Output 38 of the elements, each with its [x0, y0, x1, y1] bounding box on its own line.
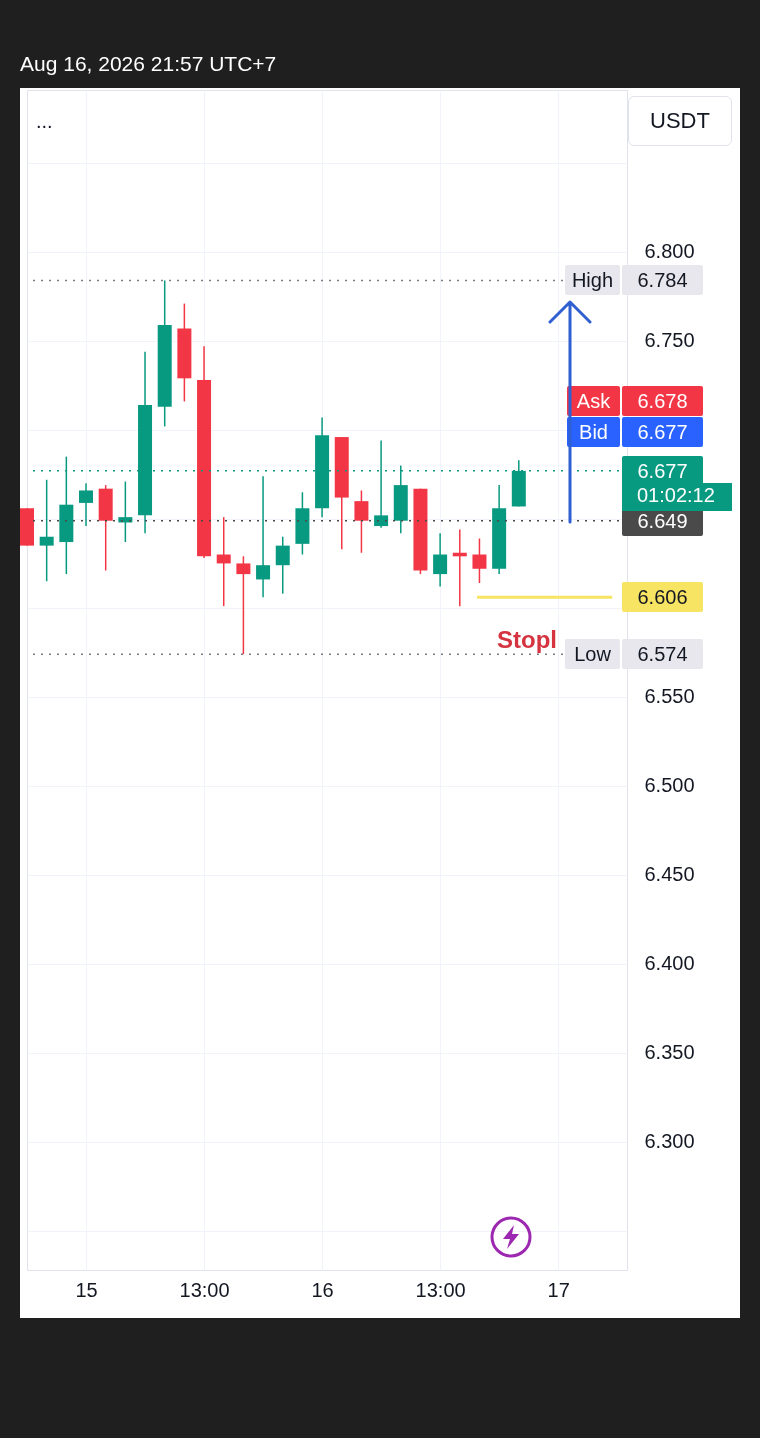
y-tick-label: 6.350	[644, 1041, 695, 1064]
candlestick	[354, 489, 369, 554]
y-tick-label: 6.400	[644, 952, 695, 975]
text: 6.677	[622, 417, 703, 447]
x-tick-label: 15	[75, 1278, 98, 1301]
text: 6.678	[622, 386, 703, 416]
candlestick	[433, 532, 448, 588]
chart-subtitle: Aug 16, 2026 21:57 UTC+7	[20, 52, 277, 76]
y-tick-label: 6.500	[644, 774, 695, 797]
annotation: Stopl	[497, 626, 557, 654]
candlestick	[472, 537, 487, 584]
candlestick	[79, 482, 94, 527]
y-tick-label: 6.750	[644, 329, 695, 352]
y-tick-label: 6.550	[644, 685, 695, 708]
y-tick-label: 6.300	[644, 1130, 695, 1153]
y-tick-label: 6.450	[644, 863, 695, 886]
candlestick	[256, 475, 271, 598]
text: USDT	[628, 96, 732, 146]
x-tick-label: 13:00	[415, 1278, 466, 1301]
candlestick	[275, 535, 290, 595]
y-tick-label: 6.800	[644, 240, 695, 263]
ref-line-label: 6.649	[622, 505, 703, 536]
x-tick-label: 17	[547, 1278, 570, 1301]
ref-line-label: 6.677	[637, 459, 688, 482]
candlestick	[216, 516, 231, 607]
annotation: ...	[36, 110, 53, 133]
x-tick-label: 16	[311, 1278, 334, 1301]
x-tick-label: 13:00	[179, 1278, 230, 1301]
annotation: Bid	[567, 417, 620, 447]
text: 01:02:12	[622, 482, 732, 511]
annotation: Ask	[567, 386, 620, 416]
ref-line-label: 6.784	[622, 265, 703, 296]
data-label: 6.606	[622, 582, 703, 613]
annotation: High	[565, 265, 620, 296]
annotation: Low	[565, 639, 620, 670]
candlestick	[236, 555, 251, 655]
ref-line-label: 6.574	[622, 639, 703, 670]
candlestick	[39, 479, 54, 582]
